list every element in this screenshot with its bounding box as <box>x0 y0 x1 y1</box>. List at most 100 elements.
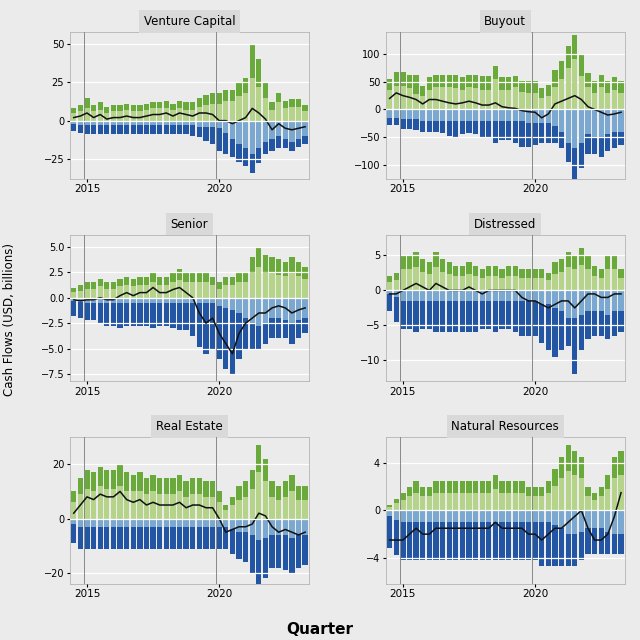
Bar <box>250 120 255 154</box>
Bar <box>296 518 301 535</box>
Bar <box>499 269 505 291</box>
Bar <box>137 298 143 326</box>
Bar <box>493 276 498 291</box>
Bar <box>513 87 518 109</box>
Bar <box>447 109 452 136</box>
Bar <box>539 109 545 143</box>
Bar <box>592 93 597 109</box>
Bar <box>407 109 412 120</box>
Bar <box>612 109 617 148</box>
Bar <box>150 282 156 298</box>
Bar <box>170 282 175 298</box>
Bar <box>170 120 175 134</box>
Bar <box>427 262 432 291</box>
Bar <box>84 120 90 134</box>
Bar <box>427 487 432 511</box>
Bar <box>124 120 129 125</box>
Bar <box>440 493 445 511</box>
Bar <box>433 268 438 291</box>
Bar <box>256 267 262 298</box>
Bar <box>131 518 136 548</box>
Bar <box>91 472 96 518</box>
Bar <box>539 511 545 566</box>
Bar <box>184 518 189 548</box>
Bar <box>97 287 103 298</box>
Bar <box>111 111 116 120</box>
Bar <box>605 489 611 511</box>
Bar <box>618 291 623 312</box>
Bar <box>420 109 426 132</box>
Bar <box>400 511 406 522</box>
Bar <box>566 291 571 318</box>
Bar <box>579 109 584 143</box>
Bar <box>559 271 564 291</box>
Bar <box>157 494 163 518</box>
Bar <box>572 475 577 511</box>
Bar <box>546 291 551 350</box>
Text: Cash Flows (USD, billions): Cash Flows (USD, billions) <box>3 243 16 397</box>
Bar <box>605 475 611 511</box>
Bar <box>473 511 478 522</box>
Bar <box>77 120 83 133</box>
Bar <box>400 72 406 109</box>
Bar <box>473 276 478 291</box>
Bar <box>131 287 136 298</box>
Bar <box>486 76 492 109</box>
Bar <box>526 109 531 147</box>
Bar <box>526 487 531 511</box>
Bar <box>124 120 129 134</box>
Bar <box>433 109 438 132</box>
Bar <box>296 298 301 339</box>
Bar <box>400 500 406 511</box>
Bar <box>190 518 195 527</box>
Bar <box>263 255 268 298</box>
Bar <box>532 109 538 124</box>
Bar <box>236 298 242 313</box>
Bar <box>243 272 248 298</box>
Bar <box>506 291 511 329</box>
Bar <box>71 292 76 298</box>
Bar <box>526 496 531 511</box>
Bar <box>184 497 189 518</box>
Bar <box>84 298 90 303</box>
Bar <box>236 298 242 359</box>
Bar <box>190 102 195 120</box>
Bar <box>144 120 149 125</box>
Bar <box>289 257 294 298</box>
Bar <box>453 511 458 560</box>
Bar <box>177 120 182 134</box>
Bar <box>124 104 129 120</box>
Bar <box>440 481 445 511</box>
Bar <box>84 120 90 125</box>
Bar <box>204 518 209 527</box>
Bar <box>513 109 518 143</box>
Bar <box>506 481 511 511</box>
Bar <box>230 518 235 529</box>
Bar <box>394 503 399 511</box>
Bar <box>216 492 222 518</box>
Bar <box>230 285 235 298</box>
Bar <box>190 110 195 120</box>
Bar <box>400 511 406 560</box>
Bar <box>579 511 584 560</box>
Bar <box>566 109 571 143</box>
Bar <box>552 87 557 109</box>
Bar <box>440 87 445 109</box>
Bar <box>440 291 445 332</box>
Bar <box>184 110 189 120</box>
Bar <box>283 100 288 120</box>
Bar <box>164 494 169 518</box>
Bar <box>440 291 445 301</box>
Bar <box>539 99 545 109</box>
Bar <box>598 109 604 137</box>
Bar <box>223 90 228 120</box>
Bar <box>157 298 163 326</box>
Bar <box>440 271 445 291</box>
Bar <box>230 298 235 310</box>
Bar <box>303 486 308 518</box>
Bar <box>131 298 136 326</box>
Bar <box>170 298 175 303</box>
Bar <box>387 109 392 125</box>
Bar <box>111 298 116 326</box>
Bar <box>269 497 275 518</box>
